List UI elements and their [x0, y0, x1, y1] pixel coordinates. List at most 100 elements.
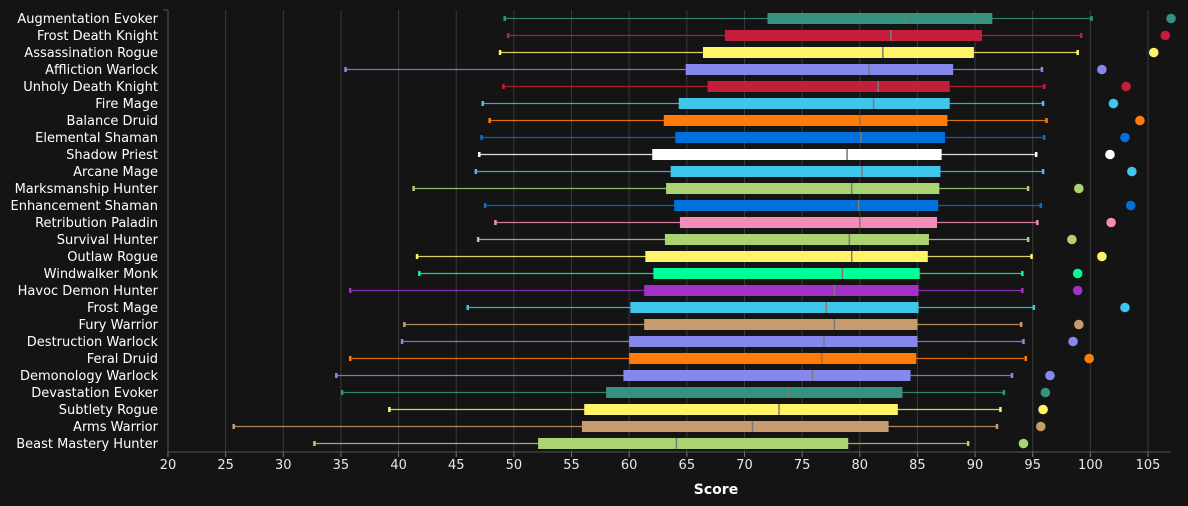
iqr-box [538, 438, 849, 449]
box-row[interactable] [466, 302, 1130, 313]
iqr-box [623, 370, 911, 381]
max-point [1074, 319, 1084, 330]
iqr-box [644, 285, 919, 296]
max-point [1038, 404, 1048, 415]
box-row[interactable] [348, 285, 1083, 296]
box-row[interactable] [474, 166, 1137, 177]
max-point [1040, 387, 1051, 398]
iqr-box [629, 336, 918, 347]
x-tick-label: 75 [794, 458, 811, 473]
box-row[interactable] [476, 234, 1077, 245]
category-label: Windwalker Monk [44, 267, 159, 282]
category-label: Marksmanship Hunter [15, 182, 159, 197]
max-point [1018, 438, 1029, 449]
x-tick-label: 50 [506, 458, 523, 473]
iqr-box [644, 319, 918, 330]
box-row[interactable] [412, 183, 1084, 194]
box-row[interactable] [344, 64, 1107, 75]
iqr-box [581, 421, 889, 432]
category-label: Assassination Rogue [24, 46, 158, 61]
x-tick-label: 95 [1024, 458, 1041, 473]
box-row[interactable] [403, 319, 1084, 330]
series-layer [232, 13, 1176, 449]
iqr-box [652, 149, 942, 160]
iqr-box [645, 251, 928, 262]
box-row[interactable] [400, 336, 1078, 347]
max-point [1160, 30, 1171, 41]
x-axis-title: Score [694, 482, 738, 498]
box-row[interactable] [335, 370, 1055, 381]
category-label: Destruction Warlock [27, 335, 159, 350]
iqr-box [675, 132, 946, 143]
box-row[interactable] [313, 438, 1029, 449]
max-point [1148, 47, 1159, 58]
max-point [1072, 285, 1083, 296]
iqr-box [584, 404, 898, 415]
category-label: Havoc Demon Hunter [18, 284, 159, 299]
category-label: Arcane Mage [73, 165, 158, 180]
iqr-box [674, 200, 939, 211]
max-point [1035, 421, 1046, 432]
max-point [1097, 64, 1107, 75]
box-row[interactable] [418, 268, 1083, 279]
category-label: Fire Mage [95, 97, 158, 112]
box-row[interactable] [232, 421, 1046, 432]
max-point [1045, 370, 1055, 381]
iqr-box [767, 13, 993, 24]
category-label: Devastation Evoker [31, 386, 158, 401]
iqr-box [678, 98, 950, 109]
max-point [1125, 200, 1136, 211]
iqr-box [663, 115, 948, 126]
x-tick-label: 55 [563, 458, 580, 473]
x-tick-label: 70 [736, 458, 753, 473]
box-row[interactable] [503, 13, 1176, 24]
box-row[interactable] [481, 98, 1119, 109]
max-point [1121, 81, 1131, 92]
box-row[interactable] [488, 115, 1145, 126]
x-tick-label: 25 [217, 458, 234, 473]
max-point [1166, 13, 1176, 24]
box-row[interactable] [483, 200, 1136, 211]
x-tick-label: 105 [1136, 458, 1161, 473]
box-row[interactable] [506, 30, 1171, 41]
max-point [1106, 217, 1116, 228]
category-label: Shadow Priest [66, 148, 158, 163]
x-tick-label: 40 [390, 458, 407, 473]
x-tick-label: 85 [909, 458, 926, 473]
box-row[interactable] [348, 353, 1094, 364]
max-point [1135, 115, 1145, 126]
box-row[interactable] [388, 404, 1048, 415]
category-label: Survival Hunter [57, 233, 159, 248]
max-point [1074, 183, 1084, 194]
max-point [1067, 234, 1077, 245]
x-tick-label: 35 [333, 458, 350, 473]
category-label: Demonology Warlock [20, 369, 159, 384]
iqr-box [606, 387, 903, 398]
box-row[interactable] [480, 132, 1130, 143]
box-row[interactable] [502, 81, 1131, 92]
x-tick-label: 60 [621, 458, 638, 473]
category-label: Outlaw Rogue [67, 250, 158, 265]
category-label: Subtlety Rogue [59, 403, 158, 418]
max-point [1097, 251, 1107, 262]
iqr-box [685, 64, 954, 75]
iqr-box [653, 268, 920, 279]
category-label: Feral Druid [87, 352, 158, 367]
max-point [1072, 268, 1083, 279]
iqr-box [664, 234, 929, 245]
x-tick-label: 65 [679, 458, 696, 473]
x-tick-label: 30 [275, 458, 292, 473]
max-point [1084, 353, 1094, 364]
box-row[interactable] [340, 387, 1051, 398]
box-row[interactable] [494, 217, 1116, 228]
category-label: Beast Mastery Hunter [16, 437, 158, 452]
max-point [1120, 302, 1130, 313]
category-label: Arms Warrior [73, 420, 159, 435]
x-tick-label: 20 [160, 458, 177, 473]
box-row[interactable] [415, 251, 1107, 262]
box-row[interactable] [478, 149, 1115, 160]
box-row[interactable] [498, 47, 1159, 58]
iqr-box [724, 30, 982, 41]
category-label: Retribution Paladin [35, 216, 158, 231]
